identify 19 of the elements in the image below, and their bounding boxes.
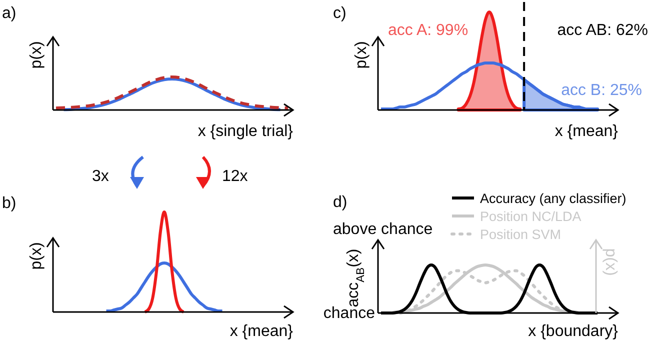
x-axis-title: x {single trial}	[198, 123, 294, 140]
x-axis-title: x {mean}	[554, 123, 619, 140]
x-axis-title: x {boundary}	[528, 323, 619, 340]
annotation: acc B: 25%	[561, 82, 642, 99]
chart-title: d)	[333, 194, 348, 211]
chart-title: a)	[2, 5, 16, 22]
legend-label: Accuracy (any classifier)	[480, 191, 626, 206]
chart-title: b)	[2, 195, 16, 212]
y-axis-title: p(x)	[28, 242, 45, 270]
x-axis-title: x {mean}	[230, 323, 294, 340]
annotation: acc AB: 62%	[557, 22, 648, 39]
text: 3x	[92, 168, 109, 185]
annotation: acc A: 99%	[388, 22, 468, 39]
y-axis-title: p(x)	[28, 41, 45, 69]
y-axis-title: p(x)	[353, 41, 370, 69]
text: 12x	[222, 168, 248, 185]
text: chance	[323, 305, 376, 322]
text: above chance	[333, 221, 433, 238]
chart-title: c)	[333, 5, 346, 22]
